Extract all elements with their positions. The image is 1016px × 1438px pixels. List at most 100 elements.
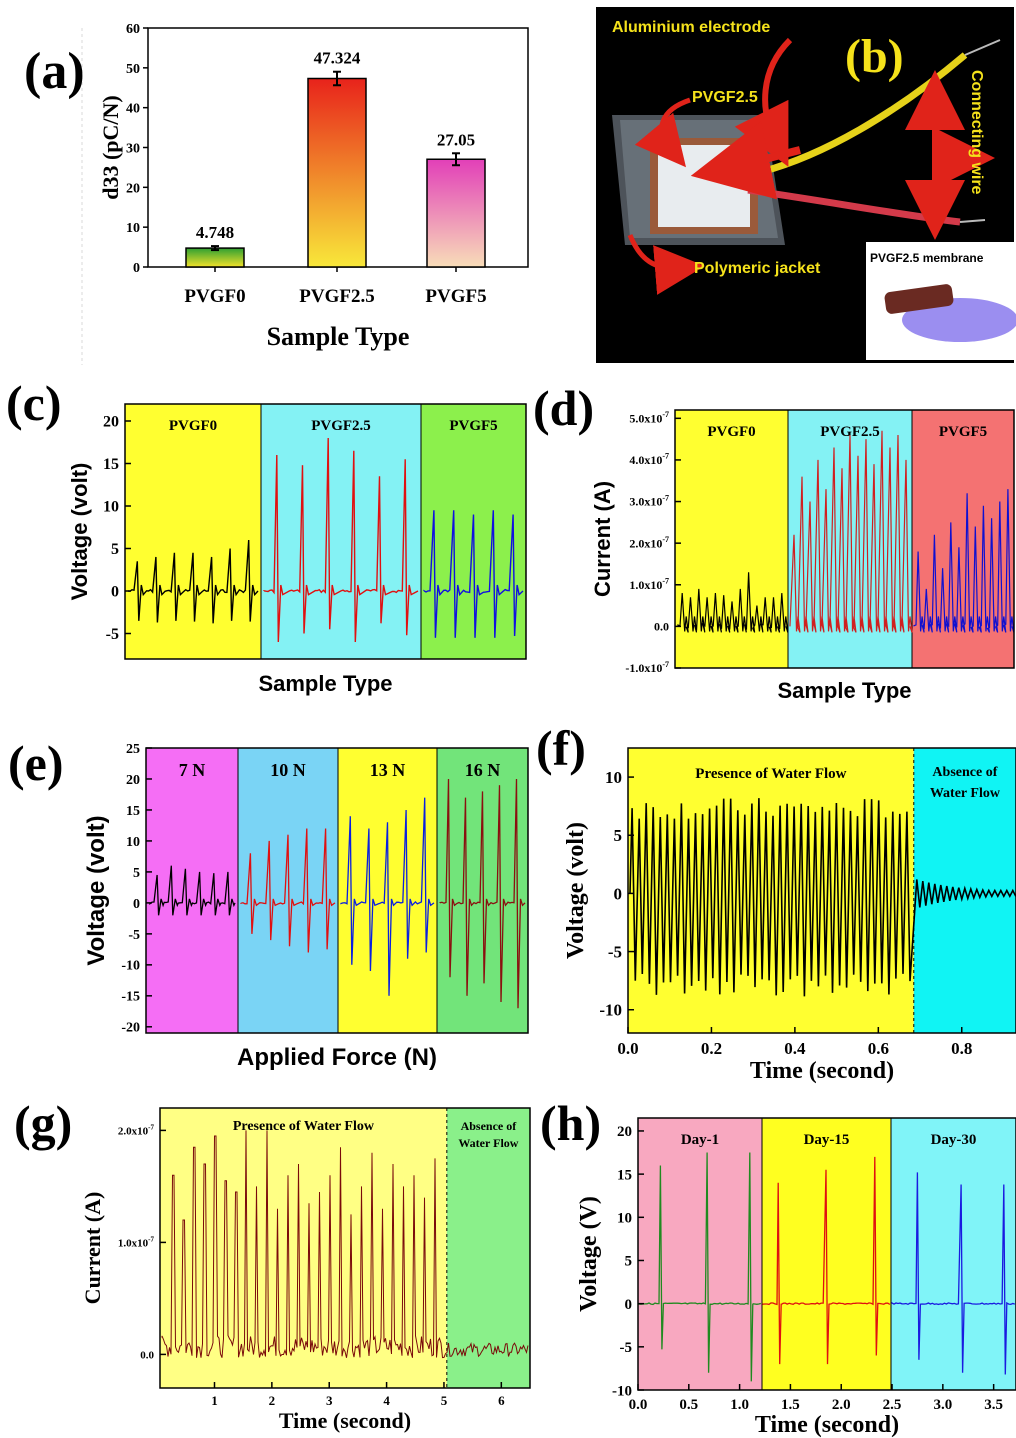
ytick-label-c: 5 [111,541,119,558]
ytick-label-e: 10 [126,835,140,850]
ytick-label-e: 5 [133,866,140,881]
ytick-label-f: -5 [608,943,622,962]
ytick-label-g: 2.0x10-7 [118,1123,155,1137]
series-line-e-4 [439,778,526,1009]
ytick-exp-d: -7 [662,660,669,669]
ytick-label-f: -10 [599,1001,622,1020]
series-line-d-3 [913,489,1015,633]
xtick-label-h: 1.0 [730,1397,749,1413]
series-line-h-1 [638,1152,761,1382]
region-label-e-2: 10 N [270,760,306,780]
ytick-label-e: -20 [121,1021,140,1036]
ytick-exp-d: -7 [662,535,669,544]
jacket-arrow [627,234,705,295]
region-label-e-1: 7 N [179,760,206,780]
ytick-label-h: 20 [617,1124,632,1140]
panel-f-letter: (f) [536,720,586,776]
ytick-label-e: -15 [121,990,140,1005]
x-axis-title-e: Applied Force (N) [237,1044,437,1071]
series-line-e-2 [240,828,336,953]
ytick-label-h: -5 [620,1340,633,1356]
xtick-label-g: 1 [211,1393,218,1408]
series-line-d-1 [677,572,789,633]
ytick-label-h: 15 [617,1167,632,1183]
y-axis-title-f: Voltage (volt) [563,822,589,959]
xtick-label-h: 3.0 [933,1397,952,1413]
ytick-label-h: -10 [612,1383,632,1399]
region-label-c-2: PVGF2.5 [311,418,371,434]
x-axis-title-h: Time (second) [755,1412,899,1438]
plot-frame-f [627,747,1016,1034]
ytick-label-e: -5 [128,928,140,943]
data-label-PVGF2.5: 47.324 [314,49,361,68]
series-line-h-2 [762,1156,891,1365]
ytick-exp-g: -7 [148,1123,154,1131]
xtick-label-f: 0.2 [701,1039,722,1058]
region-label-h-2: Day-15 [804,1132,850,1148]
ytick-exp-d: -7 [662,577,669,586]
label-aluminium-electrode: Aluminium electrode [612,19,770,36]
xtick-label-h: 3.5 [984,1397,1003,1413]
panel-b-letter: (b) [845,30,904,83]
x-axis-title-c: Sample Type [258,671,392,696]
label-membrane-inset: PVGF2.5 membrane [870,251,984,265]
series-line-f-1 [629,798,1016,997]
series-line-c-3 [423,510,524,638]
xtick-label-f: 0.6 [868,1039,889,1058]
ytick-label-d: 3.0x10-7 [629,493,669,508]
region-label-f-2a: Absence of [932,765,997,780]
glove-finger-shape [902,298,1016,342]
chart-h: Day-1 Day-15 Day-30 -10 -5 0 5 10 15 20 0.0 0.5 1.0 1… [576,1117,1016,1438]
region-label-h-3: Day-30 [931,1132,977,1148]
region-g-1 [160,1108,447,1388]
series-line-c-1 [127,539,259,624]
region-label-c-1: PVGF0 [169,418,217,434]
ytick-label-c: 0 [111,584,119,601]
label-polymeric-jacket: Polymeric jacket [694,260,821,277]
ytick-label-a: 30 [126,142,140,157]
series-line-c-2 [263,437,419,643]
xtick-label-g: 5 [441,1393,448,1408]
series-line-h-3 [891,1172,1015,1375]
ytick-label-e: 20 [126,773,140,788]
ytick-label-a: 10 [126,221,140,236]
xtick-label-g: 2 [269,1393,276,1408]
xtick-label-f: 0.4 [784,1039,806,1058]
sample-arrow [634,97,691,168]
region-label-g-2b: Water Flow [458,1136,518,1150]
ytick-exp-g: -7 [148,1235,154,1243]
panel-d-letter: (d) [533,380,594,436]
xtick-label-h: 0.5 [679,1397,698,1413]
ytick-label-e: 25 [126,742,140,757]
xtick-label-g: 6 [498,1393,505,1408]
label-pvgf2-5: PVGF2.5 [692,89,758,106]
ytick-exp-d: -7 [662,410,669,419]
panel-a: (a) 4.748 PVGF0 47.324 PVGF2.5 27.05 PVGF5 0 10… [24,22,529,365]
category-label-PVGF0: PVGF0 [184,286,245,307]
region-label-g-2a: Absence of [461,1119,518,1133]
ytick-label-d: 0.0 [654,620,669,634]
region-label-g-1: Presence of Water Flow [233,1119,375,1134]
series-line-e-1 [149,865,236,916]
region-label-d-1: PVGF0 [707,424,755,440]
panel-g-letter: (g) [14,1095,72,1151]
y-axis-title-h: Voltage (V) [576,1196,602,1312]
chart-e: 7 N 10 N 13 N 16 N -20 -15 -10 -5 0 5 10 15 20 25 Appl… [83,742,529,1071]
ytick-label-f: 10 [605,768,622,787]
ytick-label-d: 2.0x10-7 [629,535,669,550]
bar-PVGF5 [426,158,486,268]
ytick-label-c: 15 [103,456,119,473]
ytick-label-a: 0 [133,261,140,276]
ytick-label-f: 0 [614,884,623,903]
region-label-e-3: 13 N [370,760,406,780]
ytick-label-e: -10 [121,959,140,974]
ytick-label-a: 20 [126,181,140,196]
chart-f: Presence of Water Flow Absence of Water Fl… [563,747,1016,1084]
ytick-exp-d: -7 [662,452,669,461]
region-label-d-2: PVGF2.5 [820,424,880,440]
xtick-label-g: 4 [383,1393,390,1408]
chart-a: 4.748 PVGF0 47.324 PVGF2.5 27.05 PVGF5 0 10 20 30… [98,22,529,351]
panel-b-photo: Aluminium electrode (b) PVGF2.5 Connecti… [596,7,1016,363]
region-label-c-3: PVGF5 [449,418,497,434]
